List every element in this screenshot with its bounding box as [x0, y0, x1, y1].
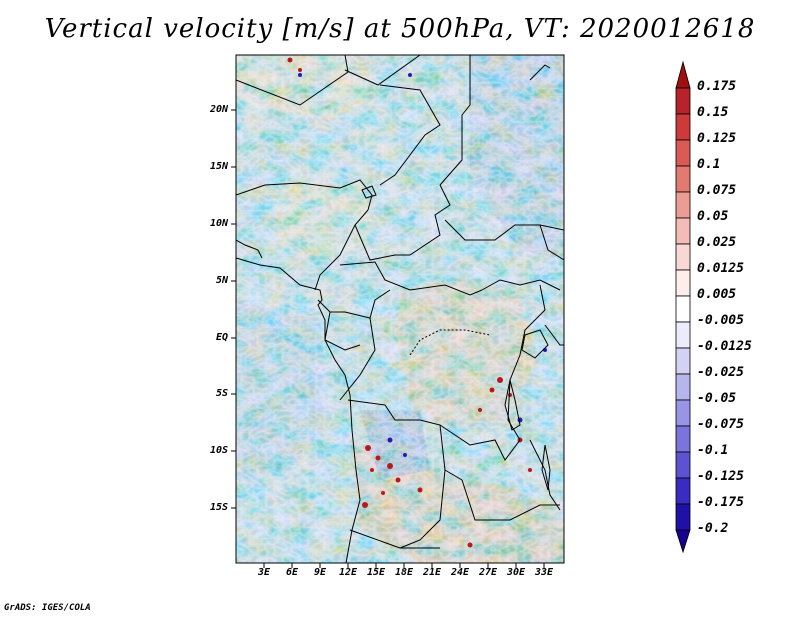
- colorbar-label: -0.125: [697, 469, 744, 484]
- lat-label-10n: 10N: [209, 218, 228, 229]
- lon-label-24e: 24E: [450, 567, 470, 578]
- colorbar-label: -0.1: [697, 443, 729, 458]
- border-tanzania: [544, 324, 564, 346]
- lat-label-15n: 15N: [209, 161, 228, 172]
- colorbar-segment: [675, 321, 691, 349]
- colorbar-segment: [675, 425, 691, 453]
- colorbar-label: 0.075: [697, 183, 737, 198]
- colorbar-label: -0.025: [697, 365, 744, 380]
- colorbar-segment: [675, 295, 691, 323]
- lon-ticks: [263, 563, 545, 568]
- lat-ticks: [231, 109, 236, 509]
- border-chad-sudan: [409, 184, 451, 256]
- colorbar-segment: [675, 113, 691, 141]
- lon-label-21e: 21E: [422, 567, 442, 578]
- lake-victoria: [521, 329, 549, 359]
- intense-downdraft-cells: [298, 73, 547, 457]
- border-angola-namibia: [349, 529, 440, 549]
- colorbar-segment: [675, 165, 691, 193]
- border-chad-car: [354, 224, 410, 261]
- colorbar-segment: [675, 60, 691, 89]
- colorbar-label: -0.075: [697, 417, 744, 432]
- border-egypt-sudan: [439, 55, 471, 186]
- border-libya-sudan: [344, 55, 421, 86]
- colorbar-label: 0.0125: [697, 261, 744, 276]
- colorbar-segment: [675, 373, 691, 401]
- border-southsudan-drc: [481, 279, 561, 291]
- colorbar-segment: [675, 451, 691, 479]
- colorbar-label: 0.05: [697, 209, 729, 224]
- lat-label-5s: 5S: [215, 388, 228, 399]
- lon-label-6e: 6E: [285, 567, 299, 578]
- country-borders: [236, 55, 564, 549]
- colorbar-label: -0.175: [697, 495, 744, 510]
- colorbar-label: 0.005: [697, 287, 737, 302]
- colorbar-segment: [675, 87, 691, 115]
- lake-malawi: [541, 444, 551, 491]
- colorbar-segment: [675, 269, 691, 297]
- colorbar-segment: [675, 503, 691, 531]
- colorbar-label: -0.05: [697, 391, 737, 406]
- border-niger-nigeria: [236, 179, 373, 211]
- lon-label-27e: 27E: [478, 567, 498, 578]
- border-angola-zambia: [399, 469, 446, 549]
- border-drc-east: [507, 284, 546, 441]
- colorbar-segment: [675, 529, 691, 554]
- river-congo: [409, 329, 491, 356]
- grads-credit: GrADS: IGES/COLA: [4, 603, 91, 613]
- coast-gulf: [236, 239, 263, 259]
- lake-tanganyika: [504, 379, 521, 431]
- coastlines: [236, 64, 551, 563]
- border-niger-chad: [379, 84, 441, 186]
- lat-label-5n: 5N: [215, 275, 228, 286]
- lon-label-3e: 3E: [257, 567, 271, 578]
- lon-label-15e: 15E: [366, 567, 386, 578]
- colorbar-label: 0.1: [697, 157, 721, 172]
- border-car-drc: [339, 261, 483, 296]
- border-congo-drc: [339, 317, 376, 401]
- colorbar: [675, 60, 691, 554]
- colorbar-label: 0.025: [697, 235, 737, 250]
- border-gabon-congo: [324, 311, 361, 351]
- lat-label-10s: 10S: [209, 445, 228, 456]
- lat-label-eq: EQ: [215, 332, 228, 343]
- map-title: Vertical velocity [m/s] at 500hPa, VT: 2…: [44, 14, 756, 44]
- lon-label-12e: 12E: [338, 567, 358, 578]
- coast-west-africa: [236, 257, 361, 563]
- colorbar-label: -0.2: [697, 521, 729, 536]
- colorbar-segment: [675, 399, 691, 427]
- lat-label-15s: 15S: [209, 502, 228, 513]
- lon-label-9e: 9E: [313, 567, 327, 578]
- lon-label-18e: 18E: [394, 567, 414, 578]
- colorbar-segment: [675, 191, 691, 219]
- colorbar-label: 0.15: [697, 105, 729, 120]
- colorbar-segment: [675, 347, 691, 375]
- border-ethiopia: [539, 224, 564, 261]
- colorbar-label: 0.125: [697, 131, 737, 146]
- border-drc-zambia: [439, 424, 521, 461]
- border-zambia-south: [461, 479, 560, 521]
- border-sudan-southsudan: [444, 219, 564, 241]
- colorbar-label: 0.175: [697, 79, 737, 94]
- border-algeria-libya: [236, 55, 349, 106]
- colorbar-segment: [675, 217, 691, 245]
- border-cameroon-gabon: [317, 289, 391, 319]
- border-malawi: [529, 439, 561, 511]
- lon-label-30e: 30E: [506, 567, 526, 578]
- colorbar-segment: [675, 477, 691, 505]
- colorbar-label: -0.0125: [697, 339, 752, 354]
- lake-chad: [361, 185, 377, 199]
- border-nigeria-cameroon: [314, 209, 369, 291]
- lat-label-20n: 20N: [209, 104, 228, 115]
- colorbar-segment: [675, 243, 691, 271]
- colorbar-segment: [675, 139, 691, 167]
- red-sea: [529, 64, 551, 81]
- velocity-field: [236, 55, 564, 563]
- colorbar-label: -0.005: [697, 313, 744, 328]
- map-frame: [235, 54, 565, 564]
- lon-label-33e: 33E: [534, 567, 554, 578]
